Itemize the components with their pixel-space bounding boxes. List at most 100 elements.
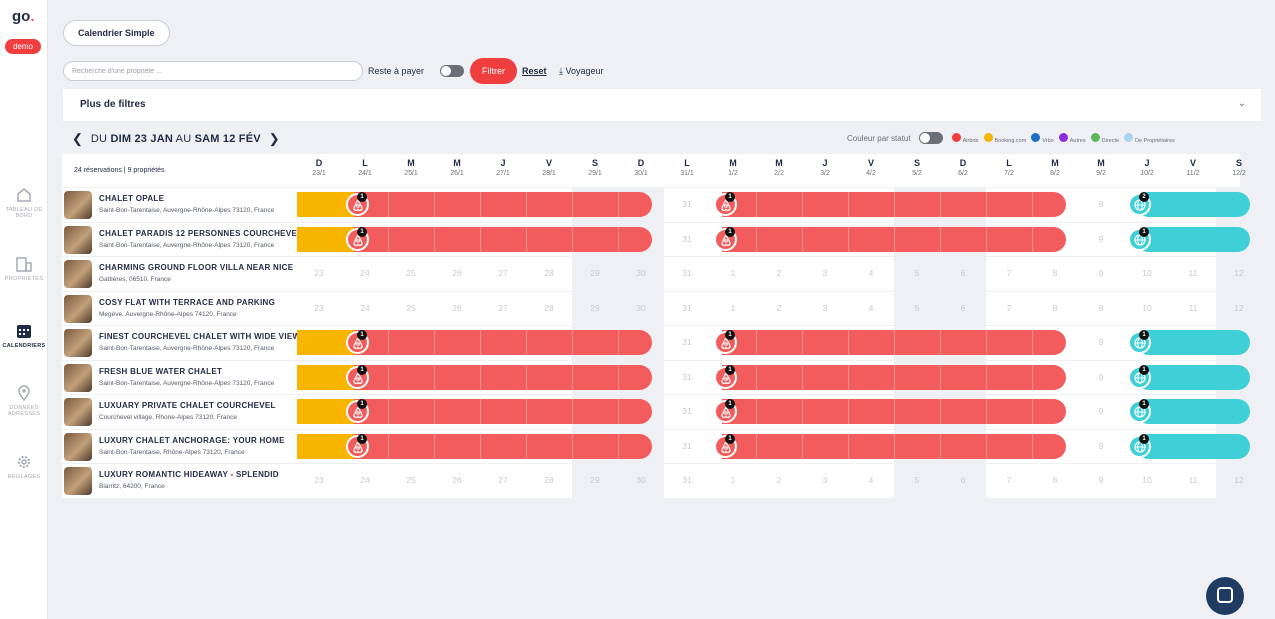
day-cell[interactable]: 10: [1142, 268, 1152, 278]
globe-icon[interactable]: 1: [1128, 433, 1151, 458]
property-info[interactable]: COSY FLAT WITH TERRACE AND PARKING Megève…: [62, 291, 297, 325]
chat-button[interactable]: [1206, 577, 1244, 615]
day-cell[interactable]: 23: [314, 302, 324, 313]
direct-reservation[interactable]: [1136, 433, 1250, 459]
day-cell[interactable]: 9: [1098, 199, 1104, 209]
day-cell[interactable]: 9: [1098, 233, 1104, 244]
day-cell[interactable]: 9: [1098, 475, 1104, 485]
day-cell[interactable]: 6: [940, 464, 986, 498]
property-search-input[interactable]: [63, 61, 363, 81]
day-cell[interactable]: 2: [776, 268, 782, 278]
airbnb-reservation[interactable]: [722, 364, 1066, 390]
day-cell[interactable]: 31: [682, 475, 692, 485]
direct-reservation[interactable]: [1136, 330, 1250, 355]
day-cell[interactable]: 26: [452, 475, 462, 485]
airbnb-icon[interactable]: 1: [346, 330, 369, 354]
day-cell[interactable]: 5: [894, 464, 940, 498]
property-info[interactable]: FRESH BLUE WATER CHALET Saint-Bon-Tarenta…: [62, 360, 297, 394]
day-cell[interactable]: 28: [544, 268, 554, 278]
day-cell[interactable]: 12: [1216, 257, 1262, 291]
day-cell[interactable]: 27: [498, 475, 508, 485]
direct-reservation[interactable]: [1136, 399, 1250, 424]
day-cell[interactable]: 30: [618, 464, 664, 498]
day-cell[interactable]: 8: [1052, 475, 1058, 485]
day-cell[interactable]: 26: [452, 268, 462, 278]
day-cell[interactable]: 31: [682, 371, 692, 382]
day-cell[interactable]: 31: [682, 302, 692, 313]
day-cell[interactable]: 9: [1098, 268, 1104, 278]
nav-dashboard[interactable]: TABLEAU DE BORD: [0, 186, 48, 219]
direct-reservation[interactable]: [1136, 364, 1250, 390]
airbnb-icon[interactable]: 1: [346, 433, 369, 458]
direct-reservation[interactable]: [1136, 192, 1250, 217]
airbnb-icon[interactable]: 1: [346, 192, 369, 216]
airbnb-icon[interactable]: 1: [714, 364, 737, 389]
airbnb-reservation[interactable]: [354, 226, 652, 252]
nav-settings[interactable]: RÉGLAGES: [0, 453, 48, 480]
day-cell[interactable]: 4: [868, 268, 874, 278]
airbnb-reservation[interactable]: [722, 399, 1066, 424]
voyageur-link[interactable]: ⤓ Voyageur: [559, 66, 604, 77]
day-cell[interactable]: 9: [1098, 337, 1104, 347]
day-cell[interactable]: 28: [544, 475, 554, 485]
nav-calendars[interactable]: CALENDRIERS: [0, 322, 48, 349]
day-cell[interactable]: 9: [1098, 406, 1104, 416]
day-cell[interactable]: 31: [682, 440, 692, 451]
day-cell[interactable]: 29: [572, 257, 618, 291]
property-info[interactable]: CHALET PARADIS 12 PERSONNES COURCHEVEL Sa…: [62, 222, 297, 256]
day-cell[interactable]: 24: [360, 475, 370, 485]
property-info[interactable]: LUXUARY PRIVATE CHALET COURCHEVEL Courche…: [62, 395, 297, 429]
day-cell[interactable]: 7: [1006, 268, 1012, 278]
day-cell[interactable]: 5: [894, 257, 940, 291]
day-cell[interactable]: 31: [682, 337, 692, 347]
reste-toggle[interactable]: [440, 65, 464, 77]
day-cell[interactable]: 9: [1098, 302, 1104, 313]
day-cell[interactable]: 11: [1188, 475, 1198, 485]
simple-calendar-button[interactable]: Calendrier Simple: [63, 20, 170, 46]
day-cell[interactable]: 1: [730, 268, 736, 278]
airbnb-reservation[interactable]: [722, 330, 1066, 355]
day-cell[interactable]: 1: [730, 302, 736, 313]
globe-icon[interactable]: 1: [1128, 364, 1151, 389]
day-cell[interactable]: 12: [1216, 291, 1262, 325]
airbnb-icon[interactable]: 1: [714, 433, 737, 458]
app-logo[interactable]: go.: [12, 8, 35, 25]
property-info[interactable]: FINEST COURCHEVEL CHALET WITH WIDE VIEW S…: [62, 326, 297, 360]
property-info[interactable]: LUXURY CHALET ANCHORAGE: YOUR HOME Saint-…: [62, 429, 297, 463]
color-status-toggle[interactable]: [918, 132, 943, 144]
next-period-button[interactable]: ❯: [268, 131, 280, 146]
day-cell[interactable]: 3: [822, 475, 828, 485]
day-cell[interactable]: 6: [940, 257, 986, 291]
day-cell[interactable]: 1: [730, 475, 736, 485]
day-cell[interactable]: 27: [498, 302, 508, 313]
day-cell[interactable]: 27: [498, 268, 508, 278]
globe-icon[interactable]: 1: [1128, 330, 1151, 354]
day-cell[interactable]: 6: [940, 291, 986, 325]
prev-period-button[interactable]: ❮: [72, 131, 83, 146]
airbnb-reservation[interactable]: [354, 192, 652, 217]
day-cell[interactable]: 9: [1098, 440, 1104, 451]
airbnb-reservation[interactable]: [722, 433, 1066, 459]
day-cell[interactable]: 3: [822, 268, 828, 278]
day-cell[interactable]: 24: [360, 302, 370, 313]
day-cell[interactable]: 3: [822, 302, 828, 313]
airbnb-reservation[interactable]: [354, 399, 652, 424]
day-cell[interactable]: 25: [406, 475, 416, 485]
day-cell[interactable]: 23: [314, 268, 324, 278]
day-cell[interactable]: 9: [1098, 371, 1104, 382]
airbnb-icon[interactable]: 1: [346, 364, 369, 389]
day-cell[interactable]: 11: [1188, 302, 1198, 313]
more-filters-bar[interactable]: Plus de filtres ⌄: [63, 89, 1261, 121]
day-cell[interactable]: 4: [868, 475, 874, 485]
day-cell[interactable]: 8: [1052, 302, 1058, 313]
nav-addresses[interactable]: DONNÉES ADRESSES: [0, 384, 48, 417]
filter-button[interactable]: Filtrer: [470, 58, 517, 84]
day-cell[interactable]: 7: [1006, 475, 1012, 485]
airbnb-icon[interactable]: 1: [714, 399, 737, 423]
airbnb-icon[interactable]: 1: [714, 192, 737, 216]
day-cell[interactable]: 31: [682, 199, 692, 209]
day-cell[interactable]: 12: [1216, 464, 1262, 498]
airbnb-icon[interactable]: 1: [346, 399, 369, 423]
day-cell[interactable]: 11: [1188, 268, 1198, 278]
airbnb-icon[interactable]: 1: [714, 330, 737, 354]
